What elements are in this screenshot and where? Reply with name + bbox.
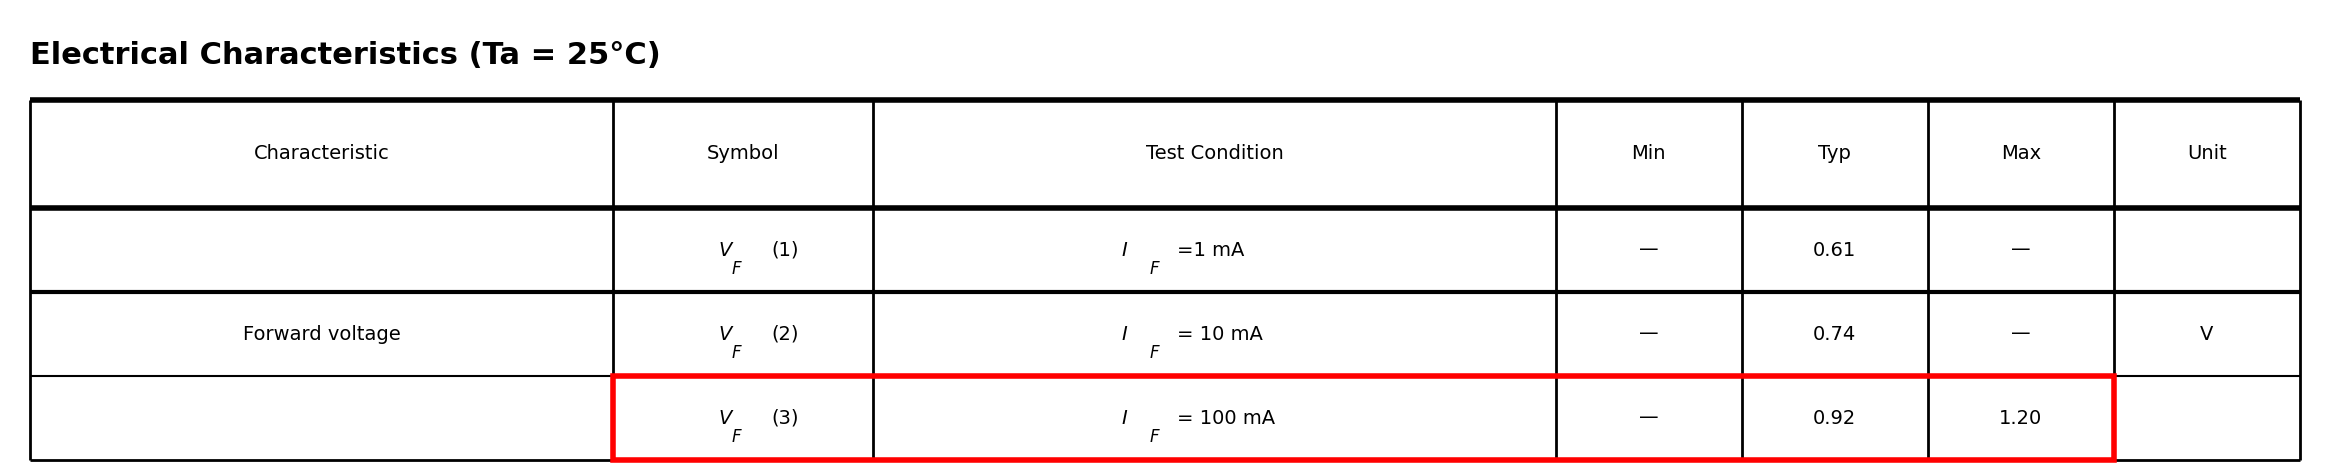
Text: Test Condition: Test Condition — [1146, 144, 1284, 164]
Text: V: V — [2200, 324, 2214, 344]
Text: Max: Max — [2001, 144, 2041, 164]
Text: —: — — [1639, 324, 1658, 344]
Text: I: I — [1122, 324, 1127, 344]
Text: =1 mA: =1 mA — [1178, 241, 1244, 259]
Text: Min: Min — [1632, 144, 1667, 164]
Text: (1): (1) — [772, 241, 800, 259]
Text: Electrical Characteristics (Ta = 25°C): Electrical Characteristics (Ta = 25°C) — [30, 40, 662, 70]
Text: —: — — [1639, 408, 1658, 428]
Text: 0.74: 0.74 — [1814, 324, 1856, 344]
Text: 1.20: 1.20 — [1999, 408, 2043, 428]
Text: —: — — [2011, 241, 2032, 259]
Text: Unit: Unit — [2186, 144, 2226, 164]
Text: Typ: Typ — [1819, 144, 1852, 164]
Text: Characteristic: Characteristic — [253, 144, 390, 164]
Text: I: I — [1122, 408, 1127, 428]
Text: —: — — [2011, 324, 2032, 344]
Text: —: — — [1639, 241, 1658, 259]
Text: F: F — [732, 260, 741, 278]
Text: Symbol: Symbol — [706, 144, 779, 164]
Text: F: F — [1150, 260, 1160, 278]
Text: = 10 mA: = 10 mA — [1178, 324, 1263, 344]
Text: Forward voltage: Forward voltage — [243, 324, 400, 344]
Text: I: I — [1122, 241, 1127, 259]
Text: (3): (3) — [772, 408, 800, 428]
Text: F: F — [1150, 344, 1160, 362]
Text: = 100 mA: = 100 mA — [1178, 408, 1274, 428]
Text: 0.61: 0.61 — [1814, 241, 1856, 259]
Text: (2): (2) — [772, 324, 800, 344]
Text: F: F — [1150, 428, 1160, 446]
Text: V: V — [718, 241, 732, 259]
Text: V: V — [718, 324, 732, 344]
Text: F: F — [732, 428, 741, 446]
Text: F: F — [732, 344, 741, 362]
Text: V: V — [718, 408, 732, 428]
Text: 0.92: 0.92 — [1814, 408, 1856, 428]
